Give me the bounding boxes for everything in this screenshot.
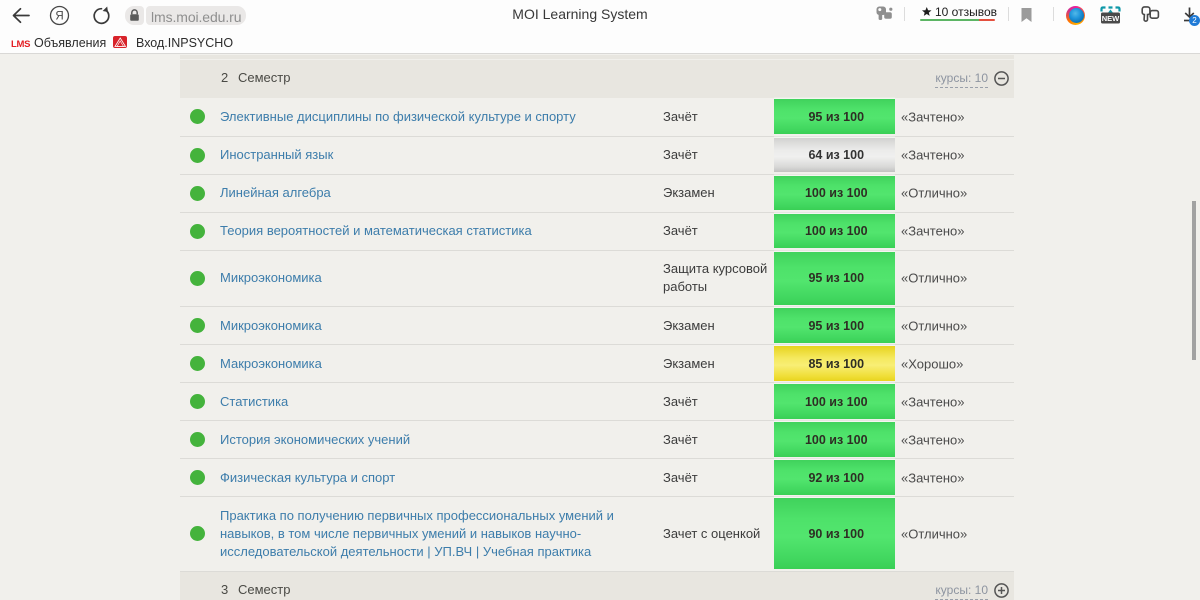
svg-text:NEW: NEW <box>1102 14 1120 23</box>
svg-text:Я: Я <box>55 11 63 23</box>
